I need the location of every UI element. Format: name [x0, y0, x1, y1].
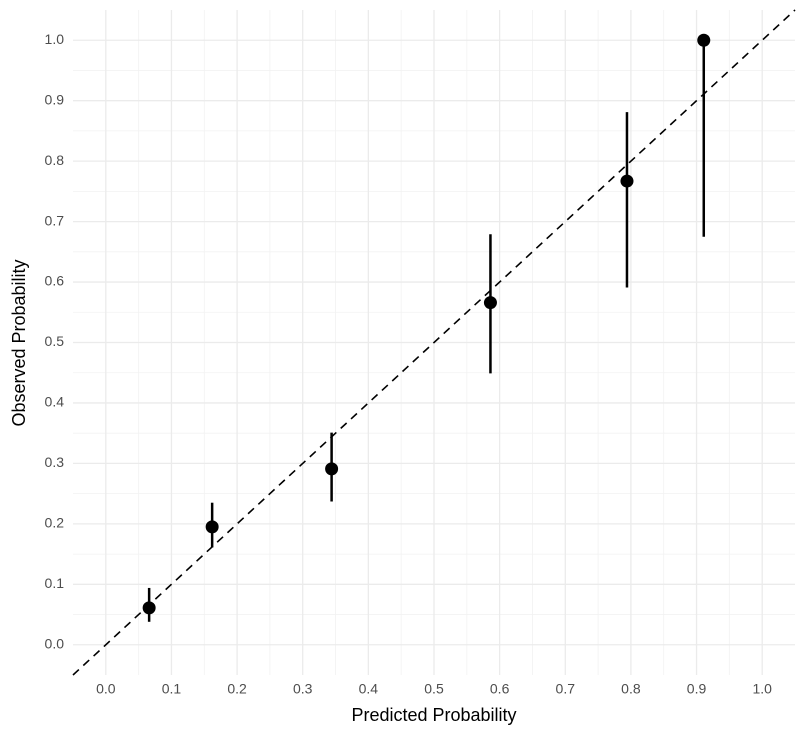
point [205, 520, 219, 534]
y-tick-label: 0.1 [45, 575, 65, 591]
point [697, 33, 711, 47]
y-tick-label: 0.9 [45, 91, 65, 107]
x-tick-label: 0.8 [621, 681, 641, 697]
x-tick-label: 0.1 [162, 681, 182, 697]
x-tick-label: 0.9 [687, 681, 707, 697]
x-tick-label: 0.2 [227, 681, 247, 697]
y-tick-label: 0.3 [45, 454, 65, 470]
x-tick-label: 0.0 [96, 681, 116, 697]
x-tick-label: 1.0 [752, 681, 772, 697]
point [620, 174, 634, 188]
y-tick-label: 0.8 [45, 152, 65, 168]
x-tick-label: 0.5 [424, 681, 444, 697]
x-tick-label: 0.4 [359, 681, 379, 697]
point [325, 462, 339, 476]
y-tick-label: 0.5 [45, 333, 65, 349]
y-tick-label: 0.6 [45, 273, 65, 289]
point [483, 296, 497, 310]
x-tick-label: 0.6 [490, 681, 510, 697]
y-tick-label: 1.0 [45, 31, 65, 47]
point [142, 601, 156, 615]
y-tick-label: 0.4 [45, 394, 65, 410]
x-tick-label: 0.7 [556, 681, 576, 697]
x-axis-title: Predicted Probability [351, 705, 516, 725]
y-tick-label: 0.0 [45, 635, 65, 651]
x-tick-label: 0.3 [293, 681, 313, 697]
y-tick-label: 0.7 [45, 212, 65, 228]
y-tick-label: 0.2 [45, 515, 65, 531]
y-axis-title: Observed Probability [9, 259, 29, 426]
reference-line [72, 9, 796, 676]
